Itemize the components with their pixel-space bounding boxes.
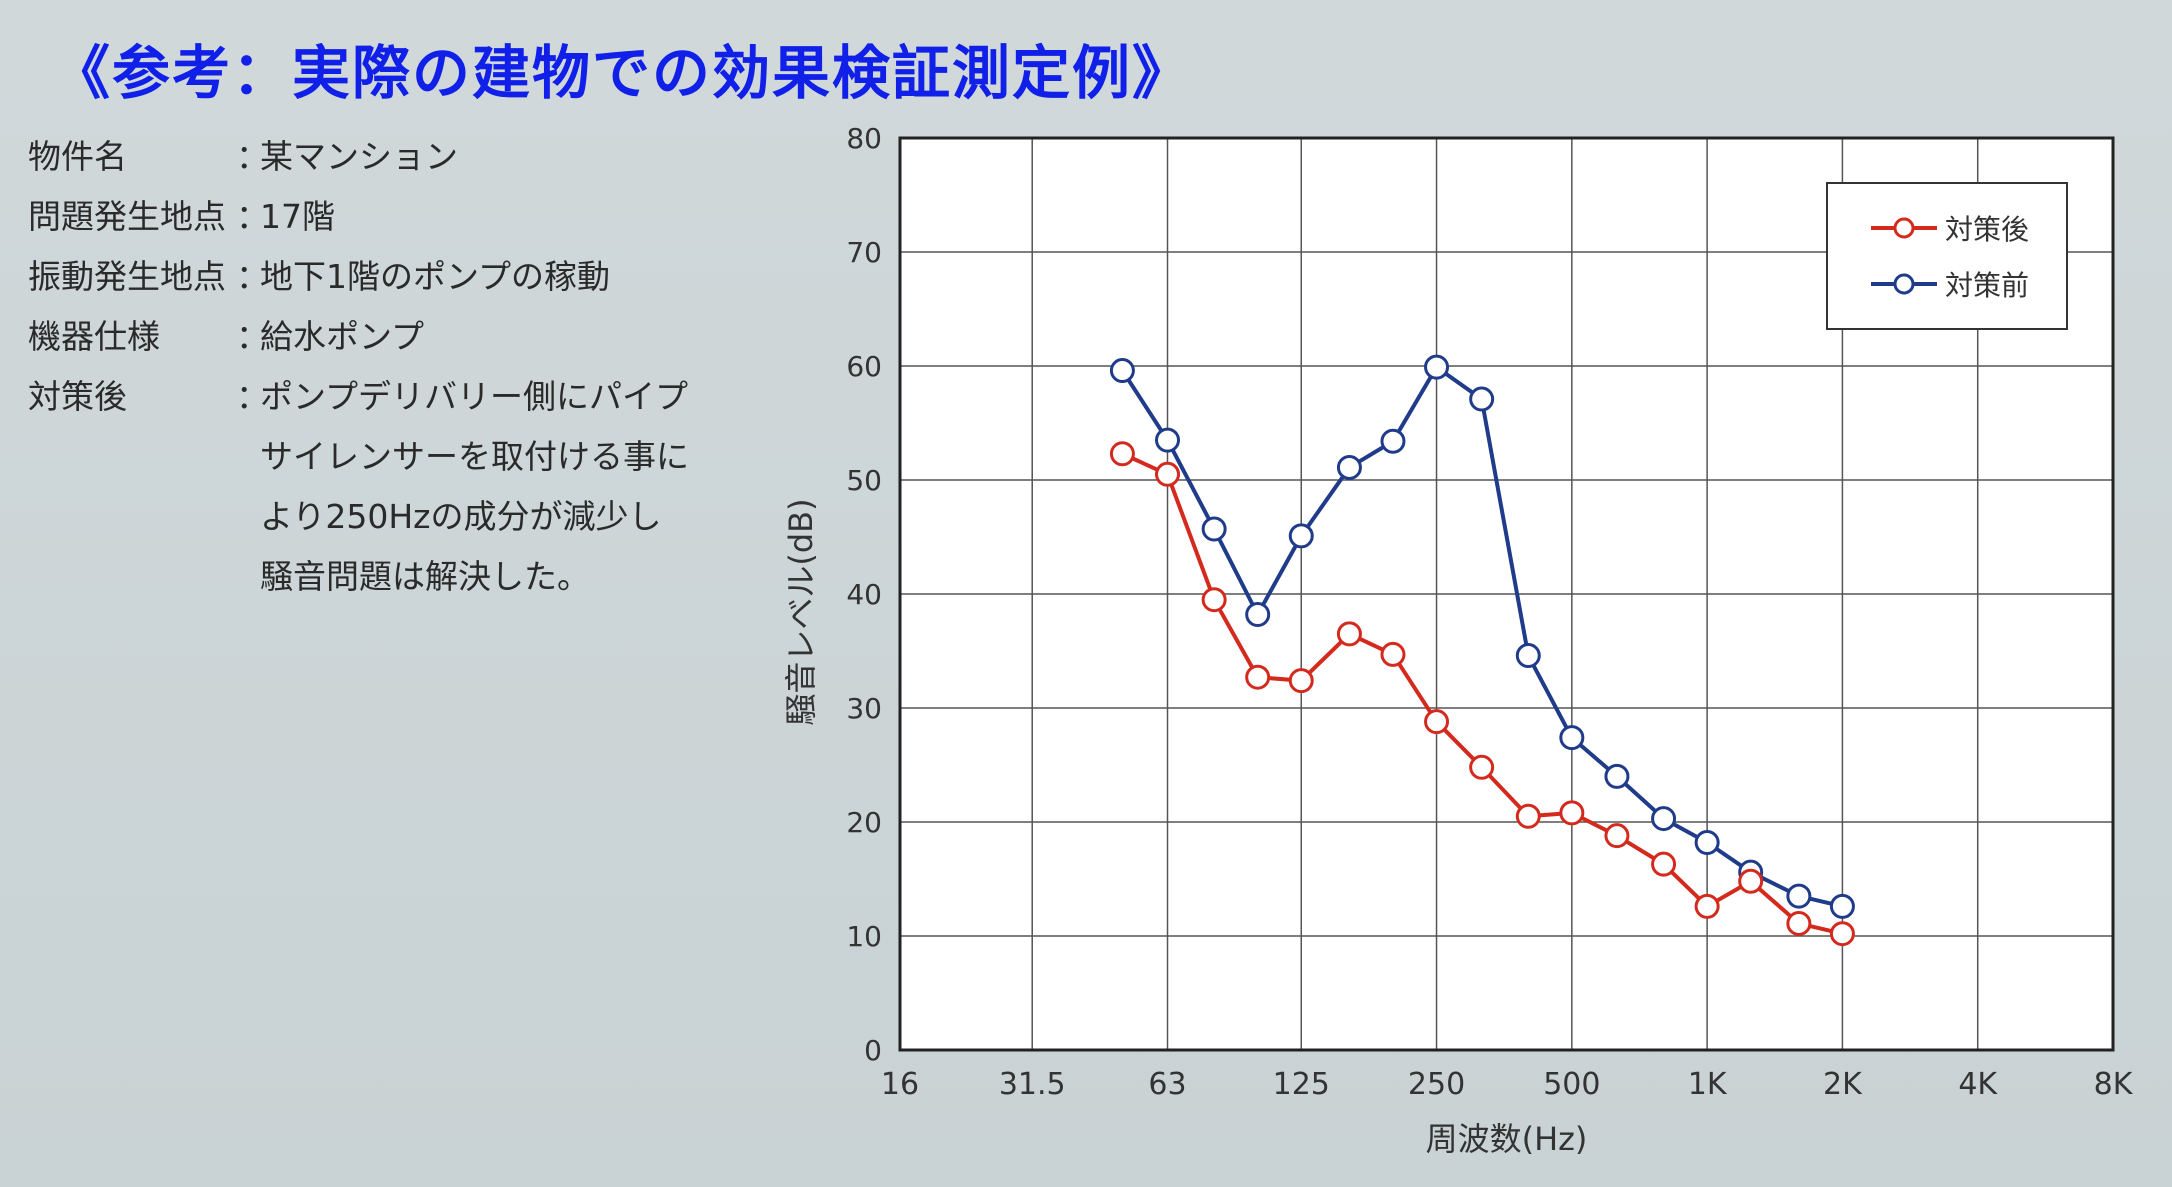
data-point — [1651, 851, 1677, 877]
data-point — [1155, 461, 1181, 487]
y-tick-label: 50 — [846, 464, 882, 497]
info-colon: ： — [236, 377, 269, 416]
data-point — [1155, 427, 1181, 453]
data-point — [1245, 602, 1271, 628]
data-point — [1651, 806, 1677, 832]
info-label: 物件名 — [28, 137, 127, 176]
data-point — [1694, 893, 1720, 919]
y-axis-label: 騒音レベル(dB) — [782, 498, 820, 725]
data-point — [1109, 441, 1135, 467]
y-tick-label: 0 — [864, 1034, 882, 1067]
info-value: 給水ポンプ — [260, 317, 425, 356]
data-point — [1469, 386, 1495, 412]
info-label: 振動発生地点 — [28, 257, 226, 296]
x-tick-label: 2K — [1823, 1067, 1863, 1102]
x-axis-label: 周波数(Hz) — [1426, 1120, 1588, 1158]
data-point — [1201, 587, 1227, 613]
info-value: 地下1階のポンプの稼動 — [260, 257, 611, 296]
data-point — [1786, 883, 1812, 909]
data-point — [1786, 910, 1812, 936]
data-point — [1559, 800, 1585, 826]
legend-swatch-marker — [1893, 217, 1915, 239]
x-tick-label: 16 — [881, 1067, 919, 1102]
data-point — [1515, 803, 1541, 829]
legend-swatch-marker — [1893, 273, 1915, 295]
data-point — [1424, 354, 1450, 380]
data-point — [1604, 763, 1630, 789]
y-tick-label: 20 — [846, 806, 882, 839]
data-point — [1336, 621, 1362, 647]
x-tick-label: 63 — [1148, 1067, 1186, 1102]
data-point — [1380, 641, 1406, 667]
data-point — [1288, 668, 1314, 694]
info-value: 17階 — [260, 197, 335, 236]
data-point — [1694, 830, 1720, 856]
info-label: 対策後 — [28, 377, 127, 416]
info-colon: ： — [236, 197, 269, 236]
data-point — [1245, 664, 1271, 690]
info-value: ポンプデリバリー側にパイプ — [260, 377, 689, 416]
data-point — [1380, 428, 1406, 454]
x-tick-label: 4K — [1958, 1067, 1998, 1102]
info-note-line: 騒音問題は解決した。 — [260, 557, 590, 596]
info-note-line: より250Hzの成分が減少し — [260, 497, 662, 536]
x-tick-label: 125 — [1273, 1067, 1330, 1102]
data-point — [1738, 868, 1764, 894]
x-tick-label: 31.5 — [999, 1067, 1066, 1102]
data-point — [1515, 643, 1541, 669]
y-tick-label: 80 — [846, 122, 882, 155]
x-tick-label: 250 — [1408, 1067, 1465, 1102]
data-point — [1424, 709, 1450, 735]
data-point — [1604, 823, 1630, 849]
x-tick-label: 500 — [1543, 1067, 1600, 1102]
data-point — [1201, 516, 1227, 542]
info-colon: ： — [236, 257, 269, 296]
data-point — [1336, 454, 1362, 480]
data-point — [1559, 725, 1585, 751]
legend-label: 対策後 — [1945, 213, 2029, 246]
data-point — [1829, 893, 1855, 919]
y-tick-label: 70 — [846, 236, 882, 269]
y-tick-label: 30 — [846, 692, 882, 725]
info-label: 機器仕様 — [28, 317, 160, 356]
info-note-line: サイレンサーを取付ける事に — [260, 437, 689, 476]
data-point — [1288, 523, 1314, 549]
data-point — [1109, 358, 1135, 384]
info-colon: ： — [236, 137, 269, 176]
y-tick-label: 10 — [846, 920, 882, 953]
legend-label: 対策前 — [1945, 269, 2029, 302]
info-label: 問題発生地点 — [28, 197, 226, 236]
x-tick-label: 1K — [1688, 1067, 1728, 1102]
y-tick-label: 40 — [846, 578, 882, 611]
info-value: 某マンション — [260, 137, 458, 176]
data-point — [1829, 921, 1855, 947]
info-colon: ： — [236, 317, 269, 356]
legend-box — [1826, 182, 2068, 330]
y-tick-label: 60 — [846, 350, 882, 383]
data-point — [1469, 754, 1495, 780]
plot-frame — [898, 136, 2115, 1052]
x-tick-label: 8K — [2094, 1067, 2134, 1102]
page-title: 《参考：実際の建物での効果検証測定例》 — [52, 39, 1193, 107]
